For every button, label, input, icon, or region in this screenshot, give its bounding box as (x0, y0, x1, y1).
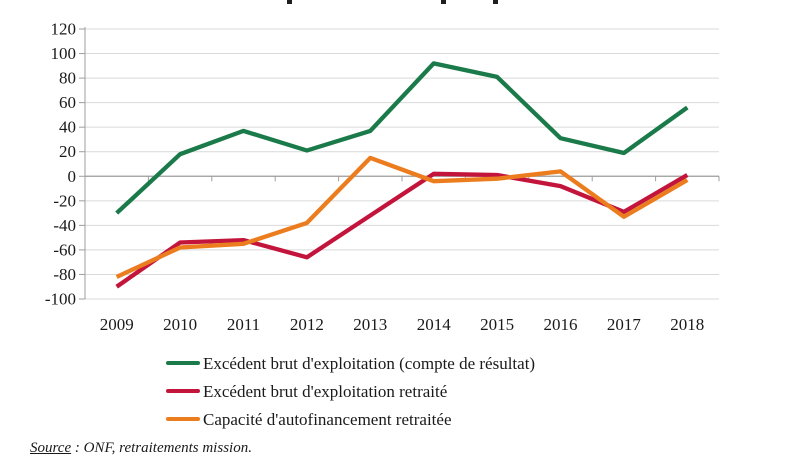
legend-line-swatch-orange (166, 417, 200, 421)
plot-area: 120 100 80 60 40 20 0 -20 -40 -60 -80 -100 2009 2010 2… (45, 20, 720, 334)
source-text: : ONF, retraitements mission. (71, 440, 252, 456)
x-tick-label: 2014 (417, 315, 452, 334)
x-tick-label: 2017 (607, 315, 642, 334)
y-tick-label: 20 (59, 142, 76, 161)
legend: Excédent brut d'exploitation (compte de … (166, 349, 535, 433)
clipped-title-fragment (287, 0, 292, 4)
series-line-2 (115, 155, 689, 279)
legend-label: Capacité d'autofinancement retraitée (203, 409, 452, 429)
legend-item-ebe-compte: Excédent brut d'exploitation (compte de … (166, 349, 535, 377)
y-tick-label: -80 (53, 265, 76, 284)
legend-line-swatch-red (166, 389, 200, 393)
x-tick-label: 2015 (480, 315, 514, 334)
legend-item-ebe-retraite: Excédent brut d'exploitation retraité (166, 377, 535, 405)
y-tick-label: 0 (68, 167, 77, 186)
legend-item-caf-retraitee: Capacité d'autofinancement retraitée (166, 405, 535, 433)
x-tick-label: 2013 (353, 315, 387, 334)
y-tick-label: -40 (53, 216, 76, 235)
y-tick-label: 120 (51, 20, 77, 39)
x-tick-label: 2012 (290, 315, 324, 334)
y-tick-label: 60 (59, 93, 76, 112)
legend-line-swatch-green (166, 361, 200, 365)
legend-label: Excédent brut d'exploitation retraité (203, 381, 448, 401)
x-tick-label: 2016 (544, 315, 578, 334)
y-tick-label: 100 (51, 44, 77, 63)
clipped-title-fragment (441, 0, 446, 4)
source-note: Source : ONF, retraitements mission. (30, 440, 252, 457)
y-tick-label: 80 (59, 69, 76, 88)
clipped-title-fragment (493, 0, 498, 4)
source-label: Source (30, 440, 72, 456)
x-tick-label: 2009 (100, 315, 134, 334)
x-tick-label: 2010 (163, 315, 197, 334)
x-tick-label: 2018 (670, 315, 704, 334)
y-tick-label: -20 (53, 191, 76, 210)
legend-label: Excédent brut d'exploitation (compte de … (203, 353, 536, 373)
y-tick-label: -100 (45, 290, 76, 309)
y-tick-label: 40 (59, 118, 76, 137)
series-line-0 (115, 61, 689, 215)
series-line-1 (115, 171, 689, 289)
x-tick-label: 2011 (227, 315, 260, 334)
y-tick-label: -60 (53, 240, 76, 259)
